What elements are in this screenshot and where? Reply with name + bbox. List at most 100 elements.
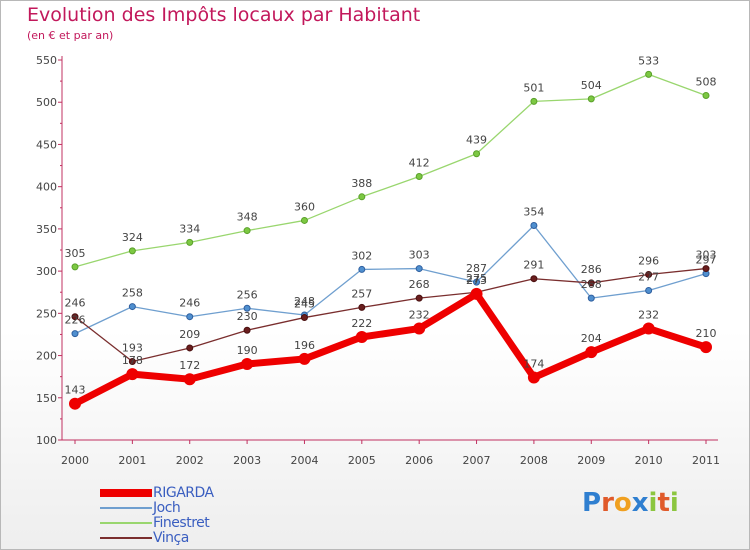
data-label-rigarda: 190 xyxy=(237,344,258,357)
data-label-vina: 193 xyxy=(122,341,143,354)
x-tick-label: 2006 xyxy=(405,454,433,467)
data-point-joch xyxy=(358,265,366,273)
data-label-rigarda: 143 xyxy=(65,384,86,397)
data-label-vina: 275 xyxy=(466,272,487,285)
y-tick-label: 450 xyxy=(36,138,57,151)
data-label-vina: 230 xyxy=(237,310,258,323)
data-point-finestret xyxy=(587,95,595,103)
data-point-rigarda xyxy=(413,322,426,335)
proxiti-logo: Proxiti xyxy=(582,488,679,518)
data-point-vina xyxy=(128,357,136,365)
data-point-rigarda xyxy=(700,341,712,354)
data-label-finestret: 504 xyxy=(581,79,602,92)
data-point-vina xyxy=(243,326,251,334)
y-tick-label: 100 xyxy=(36,434,57,447)
x-tick-label: 2000 xyxy=(61,454,89,467)
data-label-joch: 297 xyxy=(696,254,717,267)
data-label-joch: 354 xyxy=(523,206,544,219)
data-label-finestret: 501 xyxy=(523,81,544,94)
data-label-vina: 286 xyxy=(581,263,602,276)
data-point-vina xyxy=(358,303,366,311)
x-tick-label: 2008 xyxy=(520,454,548,467)
data-label-joch: 277 xyxy=(638,271,659,284)
data-label-joch: 302 xyxy=(351,249,372,262)
y-tick-label: 400 xyxy=(36,181,57,194)
data-point-rigarda xyxy=(298,352,311,365)
legend-line-vinca xyxy=(100,537,152,539)
data-point-vina xyxy=(415,294,423,302)
data-label-rigarda: 222 xyxy=(351,317,372,330)
data-point-rigarda xyxy=(126,368,139,381)
data-label-rigarda: 204 xyxy=(581,332,602,345)
data-point-joch xyxy=(645,287,653,295)
series-line-rigarda xyxy=(71,290,710,408)
data-point-finestret xyxy=(186,238,194,246)
legend-item-vinca: Vinça xyxy=(100,530,300,546)
x-tick-label: 2007 xyxy=(463,454,491,467)
x-tick-label: 2005 xyxy=(348,454,376,467)
legend-label-finestret: Finestret xyxy=(153,515,210,531)
data-point-joch xyxy=(243,304,251,312)
y-tick-label: 150 xyxy=(36,392,57,405)
data-label-joch: 226 xyxy=(65,314,86,327)
data-label-vina: 303 xyxy=(696,249,717,262)
data-point-finestret xyxy=(415,173,423,181)
data-label-joch: 303 xyxy=(409,249,430,262)
data-label-rigarda: 210 xyxy=(696,327,717,340)
chart-legend: RIGARDA Joch Finestret Vinça xyxy=(100,485,300,546)
data-point-rigarda xyxy=(183,373,196,386)
data-point-joch xyxy=(128,303,136,311)
data-point-vina xyxy=(300,314,308,322)
data-label-finestret: 305 xyxy=(65,247,86,260)
data-label-vina: 209 xyxy=(179,328,200,341)
data-point-rigarda xyxy=(585,346,598,359)
data-point-vina xyxy=(530,275,538,283)
x-tick-label: 2009 xyxy=(577,454,605,467)
data-point-joch xyxy=(587,294,595,302)
data-label-joch: 268 xyxy=(581,278,602,291)
data-point-finestret xyxy=(71,263,79,271)
legend-line-joch xyxy=(100,507,152,509)
series-line-joch xyxy=(74,224,707,335)
y-tick-label: 250 xyxy=(36,307,57,320)
data-label-finestret: 324 xyxy=(122,231,143,244)
y-tick-label: 300 xyxy=(36,265,57,278)
x-tick-label: 2011 xyxy=(692,454,720,467)
legend-label-joch: Joch xyxy=(153,500,181,516)
data-point-rigarda xyxy=(69,397,81,410)
data-label-joch: 246 xyxy=(179,297,200,310)
data-label-rigarda: 174 xyxy=(523,358,544,371)
data-label-vina: 257 xyxy=(351,287,372,300)
chart-title: Evolution des Impôts locaux par Habitant xyxy=(27,4,421,26)
data-label-finestret: 388 xyxy=(351,177,372,190)
data-point-joch xyxy=(473,278,481,286)
legend-label-vinca: Vinça xyxy=(153,530,189,546)
x-tick-label: 2004 xyxy=(290,454,318,467)
data-label-finestret: 439 xyxy=(466,134,487,147)
data-label-rigarda: 273 xyxy=(466,274,487,287)
data-label-vina: 245 xyxy=(294,298,315,311)
data-label-finestret: 334 xyxy=(179,222,200,235)
x-tick-label: 2003 xyxy=(233,454,261,467)
data-label-rigarda: 232 xyxy=(638,309,659,322)
y-tick-label: 550 xyxy=(36,54,57,67)
data-label-joch: 258 xyxy=(122,287,143,300)
data-label-vina: 268 xyxy=(409,278,430,291)
data-point-finestret xyxy=(473,150,481,158)
data-point-joch xyxy=(71,330,79,338)
data-point-rigarda xyxy=(527,371,540,384)
data-point-vina xyxy=(702,265,710,273)
data-point-joch xyxy=(415,265,423,273)
data-label-joch: 256 xyxy=(237,288,258,301)
data-point-finestret xyxy=(243,227,251,235)
data-label-rigarda: 172 xyxy=(179,359,200,372)
legend-item-finestret: Finestret xyxy=(100,515,300,531)
legend-item-rigarda: RIGARDA xyxy=(100,485,300,501)
x-tick-label: 2001 xyxy=(118,454,146,467)
y-tick-label: 500 xyxy=(36,96,57,109)
y-tick-label: 200 xyxy=(36,350,57,363)
legend-line-finestret xyxy=(100,522,152,524)
data-point-finestret xyxy=(530,97,538,105)
data-label-rigarda: 178 xyxy=(122,354,143,367)
data-label-finestret: 360 xyxy=(294,200,315,213)
